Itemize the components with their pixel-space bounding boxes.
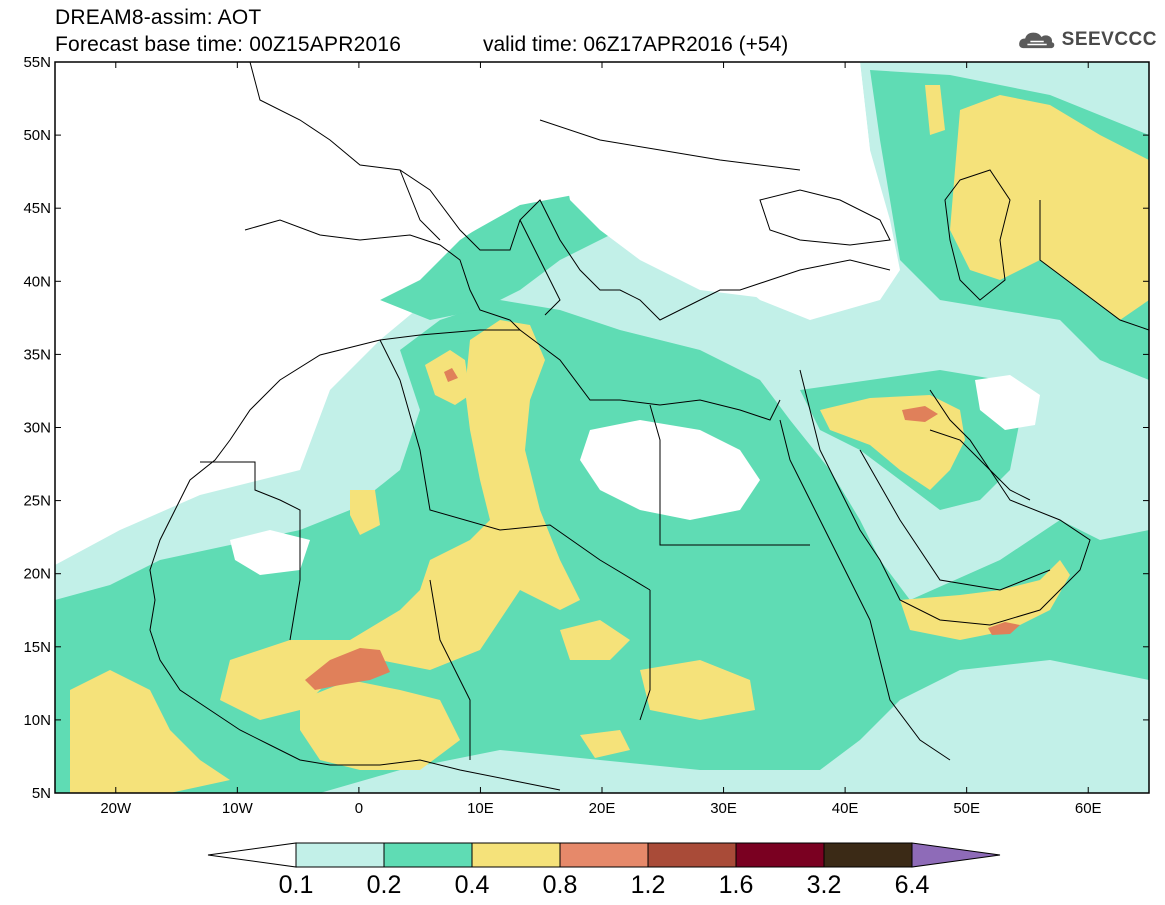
lat-tick-label: 25N <box>23 493 51 510</box>
aot-region-yellow-sudan <box>640 660 755 720</box>
coastline-iberia-africa <box>149 219 561 791</box>
lon-tick-label: 10E <box>467 800 494 817</box>
forecast-base-time: Forecast base time: 00Z15APR2016 <box>55 33 402 56</box>
border-europe-1 <box>399 169 441 241</box>
colorbar: 0.1 0.2 0.4 0.8 1.2 1.6 3.2 6.4 <box>207 842 1001 899</box>
lon-tick-label: 50E <box>953 800 980 817</box>
coastline-caspian <box>944 169 1011 301</box>
aot-region-orange-iraq <box>902 406 938 422</box>
colorbar-label: 3.2 <box>807 871 842 899</box>
lon-tick-label: 20W <box>100 800 132 817</box>
lon-tick-label: 0 <box>355 800 363 817</box>
colorbar-under-triangle <box>207 842 297 868</box>
longitude-axis: 20W 10W 0 10E 20E 30E 40E 50E 60E <box>100 62 1102 817</box>
lon-tick-label: 60E <box>1075 800 1102 817</box>
aot-region-yellow-caspian <box>950 95 1149 320</box>
lon-tick-label: 40E <box>832 800 859 817</box>
colorbar-segment <box>559 842 649 868</box>
aot-region-yellow-central <box>220 320 580 720</box>
aot-region-clean-balkans <box>560 130 890 300</box>
colorbar-label: 6.4 <box>895 871 930 899</box>
colorbar-label: 1.2 <box>631 871 666 899</box>
colorbar-segment <box>735 842 825 868</box>
aot-region-yellow-nigeria <box>580 730 630 758</box>
lat-tick-label: 55N <box>23 54 51 71</box>
cloud-icon <box>1019 32 1055 49</box>
seevccc-logo: SEEVCCC <box>1017 24 1157 56</box>
colorbar-segment <box>647 842 737 868</box>
border-asia <box>1039 200 1149 331</box>
coastline-blacksea <box>759 189 891 246</box>
product-title: DREAM8-assim: AOT <box>55 6 262 29</box>
border-africa-5 <box>429 579 471 760</box>
colorbar-over-triangle <box>911 842 1001 868</box>
lat-tick-label: 10N <box>23 712 51 729</box>
aot-region-clean-europe <box>55 62 870 490</box>
colorbar-label: 1.6 <box>719 871 754 899</box>
aot-field <box>55 62 1149 793</box>
lat-tick-label: 30N <box>23 420 51 437</box>
colorbar-label: 0.8 <box>543 871 578 899</box>
border-africa-1 <box>200 461 301 641</box>
lat-tick-label: 40N <box>23 273 51 290</box>
coastline-redsea <box>779 419 951 761</box>
lat-tick-label: 35N <box>23 346 51 363</box>
coastlines <box>149 62 1149 791</box>
coastline-italy <box>519 219 561 316</box>
aot-region-orange-mali <box>305 648 390 690</box>
lat-tick-label: 20N <box>23 566 51 583</box>
lat-tick-label: 15N <box>23 639 51 656</box>
lat-tick-label: 45N <box>23 200 51 217</box>
aot-region-yellow-chad <box>560 620 630 660</box>
border-africa-3 <box>649 404 810 546</box>
aot-region-yellow-mauritania <box>350 490 380 535</box>
colorbar-segment <box>471 842 561 868</box>
aot-region-orange-algeria <box>444 368 458 382</box>
aot-region-clean-iran <box>975 375 1040 430</box>
colorbar-segment <box>295 842 385 868</box>
border-arabia <box>859 449 1051 591</box>
valid-time: valid time: 06Z17APR2016 (+54) <box>483 33 789 56</box>
colorbar-label: 0.2 <box>367 871 402 899</box>
lat-tick-label: 5N <box>32 785 51 802</box>
colorbar-label: 0.4 <box>455 871 490 899</box>
aot-region-yellow-aralsea <box>925 85 945 135</box>
border-europe-2 <box>539 119 801 171</box>
coastline-libya-egypt <box>519 329 781 421</box>
colorbar-segment <box>823 842 913 868</box>
lon-tick-label: 10W <box>222 800 254 817</box>
lat-tick-label: 50N <box>23 127 51 144</box>
aot-region-green-med <box>380 190 620 320</box>
lon-tick-label: 20E <box>589 800 616 817</box>
lon-tick-label: 30E <box>710 800 737 817</box>
aot-region-clean-sahara <box>580 420 760 520</box>
border-africa-4 <box>639 590 651 721</box>
colorbar-segment <box>383 842 473 868</box>
aot-region-orange-yemen <box>988 622 1020 635</box>
coastline-europe-north <box>249 62 891 321</box>
logo-text: SEEVCCC <box>1061 29 1157 50</box>
coastline-gulf <box>929 429 1031 501</box>
aot-region-clean-mauritania <box>230 530 310 575</box>
latitude-axis: 55N 50N 45N 40N 35N 30N 25N 20N 15N 10N 5N <box>23 54 1149 802</box>
aot-region-yellow-westafrica <box>70 670 230 793</box>
coastline-arabia <box>799 369 1091 626</box>
colorbar-label: 0.1 <box>279 871 314 899</box>
border-africa-2 <box>379 339 651 591</box>
aot-region-yellow-sahel <box>300 680 460 770</box>
